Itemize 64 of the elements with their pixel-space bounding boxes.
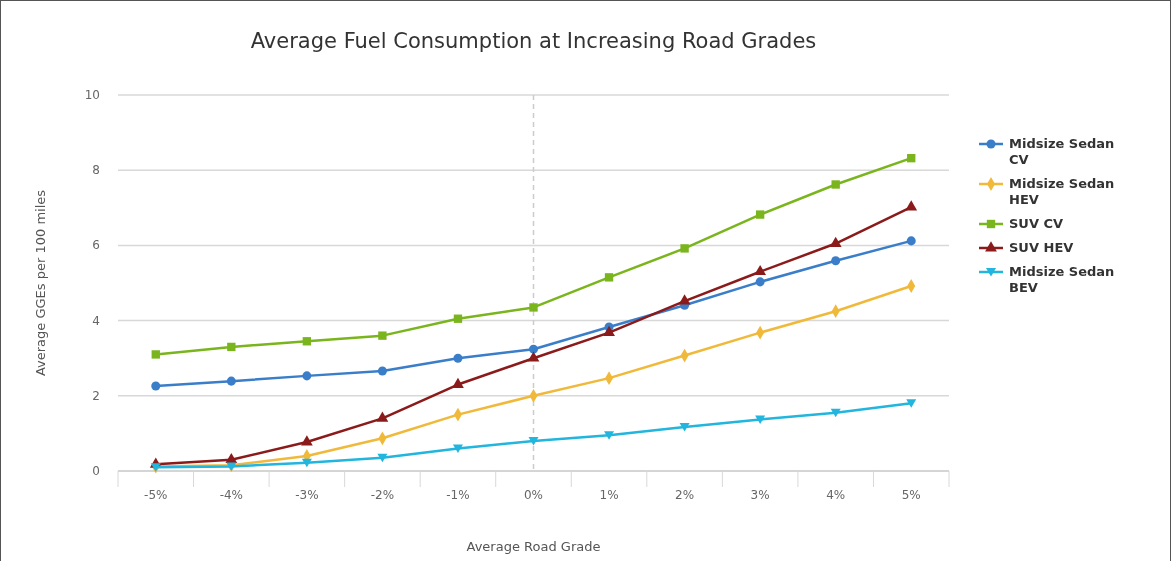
- point: [378, 331, 387, 340]
- x-tick-label: 0%: [523, 488, 544, 502]
- point: [226, 462, 237, 471]
- point: [529, 303, 538, 312]
- point: [906, 236, 916, 246]
- x-tick-label: 3%: [750, 488, 770, 502]
- y-tick-label: 8: [92, 163, 100, 178]
- point: [604, 273, 614, 282]
- point: [452, 444, 463, 453]
- legend-label: SUV CV: [1009, 216, 1064, 231]
- point: [376, 411, 389, 422]
- point: [300, 435, 313, 446]
- point: [527, 351, 540, 362]
- y-axis-title: Average GGEs per 100 miles: [33, 189, 48, 377]
- x-tick-label: -5%: [144, 488, 168, 502]
- point: [907, 153, 916, 163]
- chart-title: Average Fuel Consumption at Increasing Road Grades: [250, 29, 817, 53]
- x-tick-label: 1%: [599, 488, 619, 502]
- point: [680, 244, 689, 253]
- point: [678, 294, 691, 305]
- point: [302, 371, 312, 381]
- x-tick-label: 4%: [826, 488, 846, 502]
- x-tick-label: 2%: [675, 488, 695, 502]
- point: [831, 180, 840, 189]
- x-tick-label: -1%: [446, 488, 470, 502]
- point: [755, 210, 765, 219]
- y-tick-label: 6: [92, 238, 100, 253]
- point: [452, 377, 464, 388]
- point: [603, 325, 615, 337]
- y-tick-label: 2: [92, 388, 100, 403]
- y-tick-label: 10: [84, 88, 100, 102]
- legend-label: Midsize Sedan CV: [1009, 136, 1115, 167]
- x-tick-label: -2%: [370, 488, 395, 502]
- point: [528, 436, 539, 446]
- point: [604, 431, 615, 440]
- point: [227, 342, 236, 352]
- point: [755, 415, 766, 424]
- point: [226, 376, 236, 386]
- x-axis-title: Average Road Grade: [466, 539, 601, 554]
- point: [754, 264, 767, 276]
- point: [453, 353, 463, 363]
- x-tick-label: -4%: [219, 488, 244, 502]
- legend-label: Midsize Sedan HEV: [1009, 176, 1115, 207]
- y-tick-label: 4: [92, 313, 100, 328]
- point: [302, 337, 312, 346]
- point: [679, 423, 690, 432]
- point: [150, 463, 161, 472]
- point: [830, 408, 841, 418]
- point: [377, 366, 387, 376]
- point: [755, 277, 765, 287]
- legend-label: Midsize Sedan BEV: [1009, 264, 1115, 295]
- point: [301, 458, 312, 468]
- y-tick-label: 0: [92, 464, 100, 478]
- point: [377, 453, 388, 463]
- point: [905, 200, 918, 211]
- point: [831, 256, 841, 266]
- point: [906, 399, 917, 408]
- point: [453, 314, 463, 323]
- x-tick-label: 5%: [901, 488, 921, 502]
- point: [151, 350, 160, 359]
- x-tick-label: -3%: [295, 488, 319, 502]
- point: [829, 236, 842, 247]
- legend-label: SUV HEV: [1009, 240, 1074, 255]
- point: [151, 381, 161, 391]
